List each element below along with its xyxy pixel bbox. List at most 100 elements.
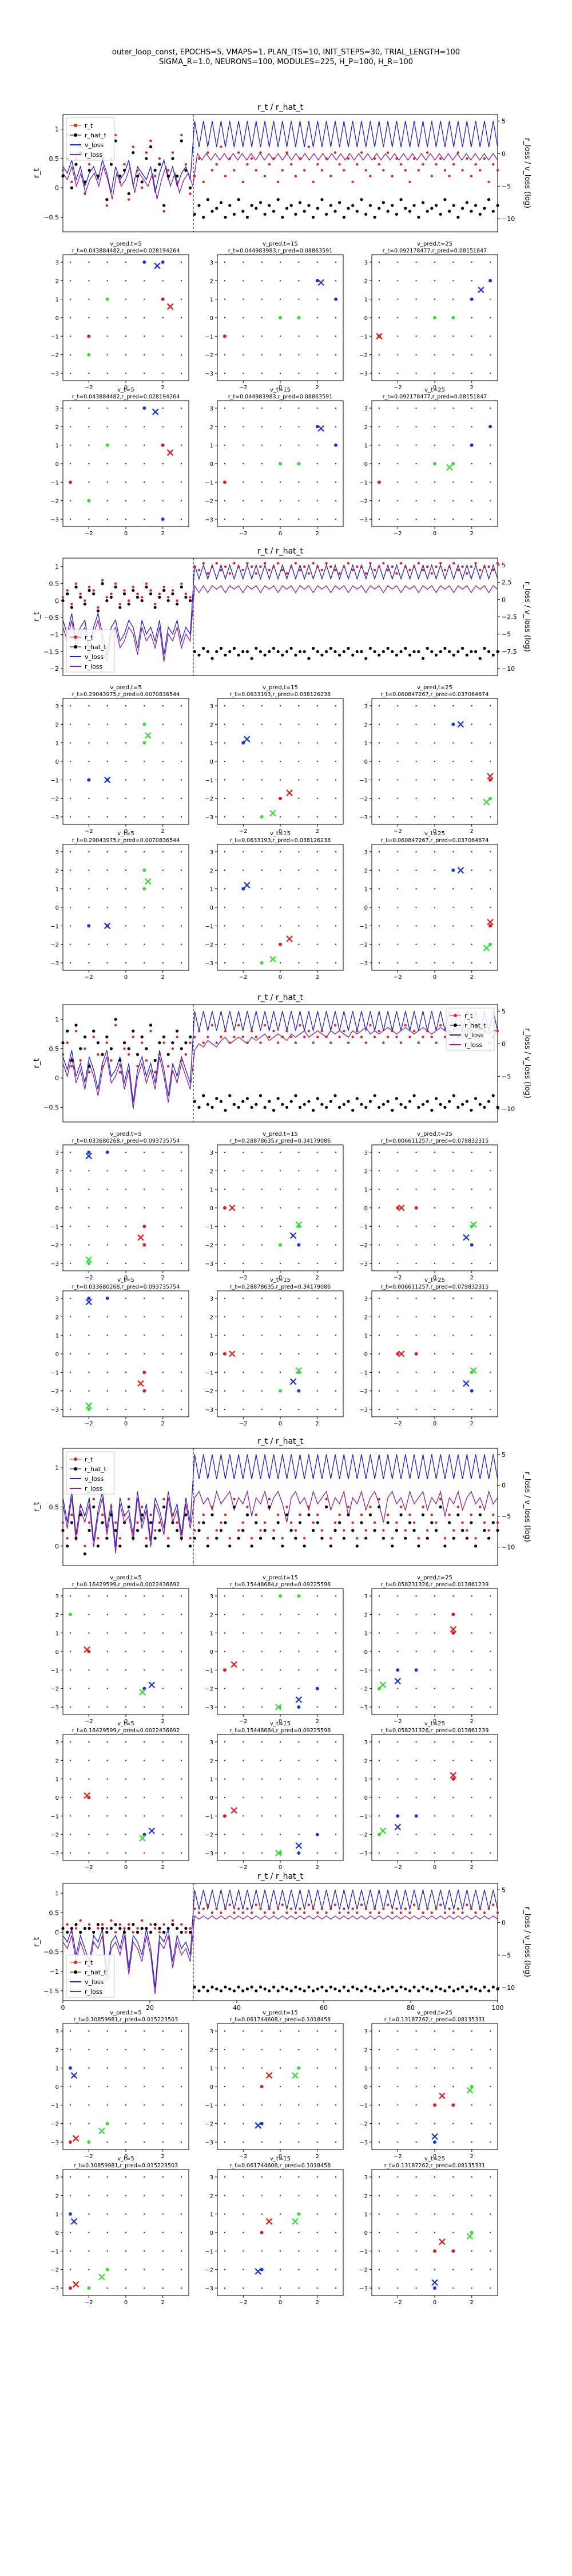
cross-marker-blue bbox=[457, 721, 464, 728]
point-r_hat_t bbox=[101, 1927, 104, 1930]
value-dot-blue bbox=[470, 297, 474, 301]
grid-node bbox=[279, 870, 281, 871]
point-r_t bbox=[417, 1041, 420, 1044]
point-r_hat_t bbox=[263, 1528, 267, 1532]
panel-y-tick-label: 3 bbox=[364, 2175, 368, 2181]
point-r_t bbox=[277, 1041, 280, 1044]
point-r_hat_t bbox=[426, 1100, 429, 1103]
grid-node bbox=[162, 2269, 164, 2270]
point-r_hat_t bbox=[118, 1927, 122, 1930]
grid-node bbox=[125, 1796, 127, 1799]
grid-node bbox=[397, 1408, 399, 1411]
panel-y-tick-label: 1 bbox=[210, 2066, 213, 2072]
grid-node bbox=[378, 925, 380, 927]
legend-marker-r_hat_t bbox=[454, 1024, 457, 1027]
grid-node bbox=[69, 2123, 72, 2124]
grid-node bbox=[415, 2176, 417, 2178]
grid-node bbox=[125, 2250, 127, 2252]
point-r_hat_t bbox=[122, 1930, 126, 1934]
grid-node bbox=[471, 500, 472, 501]
grid-node bbox=[162, 1353, 164, 1355]
grid-node bbox=[316, 925, 318, 927]
grid-node bbox=[452, 261, 454, 263]
point-r_hat_t bbox=[483, 1105, 486, 1109]
cross-marker-blue bbox=[431, 2279, 438, 2286]
panel-x-tick-label: 0 bbox=[433, 1421, 436, 1427]
grid-node bbox=[335, 851, 337, 853]
point-r_hat_t bbox=[259, 201, 263, 204]
grid-node bbox=[378, 816, 380, 818]
point-r_t bbox=[250, 1911, 253, 1914]
point-r_t bbox=[483, 565, 486, 568]
panel-y-tick-label: −2 bbox=[359, 2267, 368, 2274]
point-r_t bbox=[92, 1036, 95, 1038]
panel-y-tick-label: −1 bbox=[50, 923, 59, 930]
grid-node bbox=[88, 481, 90, 483]
value-map-panel-2-5: v_t=15r_t=0.0633193,r_pred=0.038126238−3… bbox=[205, 831, 344, 981]
point-r_hat_t bbox=[140, 599, 144, 602]
point-r_hat_t bbox=[197, 1105, 201, 1109]
point-r_t bbox=[422, 568, 424, 571]
grid-node bbox=[279, 925, 281, 927]
grid-node bbox=[316, 962, 318, 964]
grid-node bbox=[180, 1244, 182, 1246]
panel-x-tick-label: −2 bbox=[239, 974, 248, 981]
point-r_hat_t bbox=[303, 210, 306, 213]
point-r_hat_t bbox=[237, 1536, 240, 1540]
cross-marker-blue bbox=[243, 882, 251, 888]
grid-node bbox=[243, 797, 244, 799]
grid-node bbox=[162, 851, 164, 853]
point-r_t bbox=[84, 1047, 86, 1050]
grid-node bbox=[471, 1262, 472, 1265]
grid-node bbox=[316, 1632, 318, 1634]
grid-node bbox=[243, 2104, 244, 2106]
point-r_hat_t bbox=[439, 650, 442, 653]
grid-node bbox=[261, 2141, 263, 2143]
point-r_t bbox=[316, 565, 319, 568]
grid-node bbox=[243, 724, 244, 725]
point-r_hat_t bbox=[158, 1528, 161, 1532]
point-r_t bbox=[149, 1029, 152, 1033]
point-r_hat_t bbox=[153, 1923, 157, 1926]
grid-node bbox=[434, 1390, 436, 1392]
grid-node bbox=[224, 2123, 226, 2124]
grid-node bbox=[162, 1650, 164, 1653]
y-tick-label: 0.5 bbox=[49, 1504, 59, 1511]
grid-node bbox=[279, 2269, 281, 2270]
panel-y-tick-label: −3 bbox=[205, 1407, 213, 1413]
grid-node bbox=[162, 1244, 164, 1246]
grid-node bbox=[106, 463, 108, 465]
grid-node bbox=[162, 797, 164, 799]
point-r_hat_t bbox=[496, 650, 499, 653]
grid-node bbox=[162, 335, 164, 337]
grid-node bbox=[106, 1688, 108, 1689]
grid-node bbox=[489, 1207, 491, 1209]
panel-y-tick-label: 1 bbox=[210, 2212, 213, 2218]
grid-node bbox=[125, 1595, 127, 1597]
grid-node bbox=[335, 1595, 337, 1597]
value-map-panel-3-2: v_pred,t=15r_t=0.28878635,r_pred=0.34179… bbox=[205, 1131, 344, 1281]
point-r_hat_t bbox=[325, 1105, 328, 1109]
grid-node bbox=[144, 1188, 145, 1190]
grid-node bbox=[471, 797, 472, 799]
grid-node bbox=[106, 407, 108, 409]
grid-node bbox=[397, 335, 399, 337]
grid-node bbox=[261, 724, 263, 725]
grid-node bbox=[471, 1316, 472, 1318]
value-dot-green bbox=[142, 741, 146, 745]
point-r_t bbox=[263, 1521, 267, 1524]
point-r_t bbox=[294, 1911, 297, 1914]
point-r_t bbox=[176, 1521, 178, 1524]
grid-node bbox=[397, 444, 399, 446]
point-r_hat_t bbox=[325, 212, 328, 216]
grid-node bbox=[243, 354, 244, 355]
grid-node bbox=[397, 816, 399, 818]
grid-node bbox=[298, 724, 300, 725]
grid-node bbox=[397, 1796, 399, 1799]
point-r_hat_t bbox=[241, 650, 245, 653]
series-line-r_loss bbox=[62, 1915, 498, 1994]
point-r_t bbox=[496, 1521, 499, 1524]
point-r_t bbox=[241, 180, 244, 184]
y-axis-label: r_t bbox=[33, 1937, 41, 1947]
grid-node bbox=[316, 1815, 318, 1817]
